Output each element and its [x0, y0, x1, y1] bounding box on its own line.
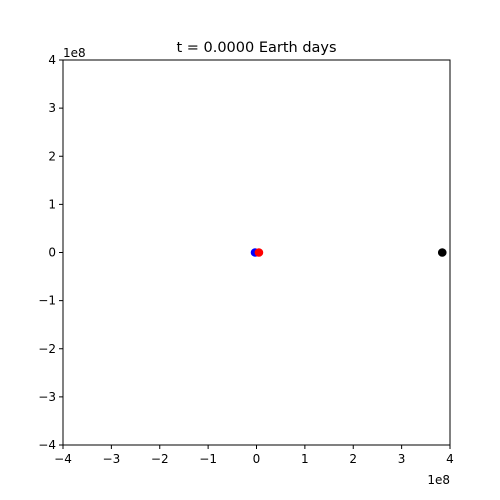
x-tick-label: 0	[253, 452, 261, 466]
plot-frame	[62, 59, 451, 446]
data-points	[250, 248, 447, 257]
y-tick-label: 3	[48, 101, 56, 115]
y-tick-label: −4	[38, 438, 56, 452]
y-tick-label: 2	[48, 149, 56, 163]
x-scale-factor: 1e8	[427, 473, 450, 487]
x-tick-label: −1	[199, 452, 217, 466]
x-tick-label: 2	[349, 452, 357, 466]
y-tick-label: 0	[48, 246, 56, 260]
y-tick-label: −2	[38, 342, 56, 356]
chart-title: t = 0.0000 Earth days	[176, 40, 336, 56]
data-point	[254, 248, 264, 257]
data-point	[437, 248, 447, 257]
y-tick-label: −3	[38, 390, 56, 404]
y-scale-factor: 1e8	[63, 46, 86, 60]
x-tick-label: −4	[54, 452, 72, 466]
y-tick-label: 4	[48, 53, 56, 67]
y-tick-label: −1	[38, 294, 56, 308]
x-tick-label: 1	[301, 452, 309, 466]
x-tick-label: −2	[151, 452, 169, 466]
y-tick-label: 1	[48, 197, 56, 211]
x-tick-label: 4	[446, 452, 454, 466]
axis-ticks: −4 −3 −2 −1 0 1 2 3 4 −4 −3 −2 −1 0 1 2 3 4	[38, 53, 454, 466]
x-tick-label: −3	[103, 452, 121, 466]
x-tick-label: 3	[398, 452, 406, 466]
